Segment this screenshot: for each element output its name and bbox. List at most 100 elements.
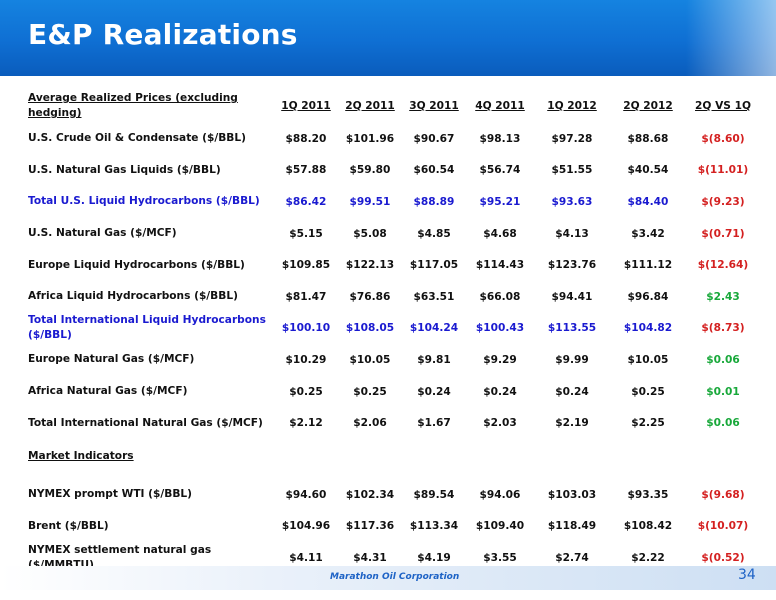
row-value: $3.55 (483, 551, 517, 564)
header-period: 2Q 2012 (623, 100, 673, 112)
row-value: $108.42 (623, 520, 673, 533)
table-row: U.S. Natural Gas ($/MCF) $5.15 $5.08 $4.85 $… (26, 218, 760, 250)
empty-cell (274, 439, 338, 479)
empty-cell (466, 439, 534, 479)
row-value: $40.54 (627, 164, 669, 177)
row-value: $76.86 (349, 290, 391, 303)
row-label: Europe Liquid Hydrocarbons ($/BBL) (28, 258, 245, 271)
row-value: $98.13 (479, 132, 521, 145)
row-value: $111.12 (623, 259, 673, 272)
empty-cell (402, 439, 466, 479)
table-row: Brent ($/BBL) $104.96 $117.36 $113.34 $109.4… (26, 511, 760, 543)
footer-bar (0, 566, 776, 590)
row-value: $94.41 (551, 290, 593, 303)
row-value: $94.60 (285, 488, 327, 501)
row-value: $57.88 (285, 164, 327, 177)
row-label: Total U.S. Liquid Hydrocarbons ($/BBL) (28, 195, 260, 208)
row-value: $0.24 (483, 385, 517, 398)
row-value: $113.34 (409, 520, 459, 533)
title-bar: E&P Realizations (0, 0, 776, 76)
row-value: $88.68 (627, 132, 669, 145)
header-period: 4Q 2011 (475, 100, 525, 112)
header-period: 3Q 2011 (409, 100, 459, 112)
row-value: $2.03 (483, 417, 517, 430)
row-value: $2.06 (353, 417, 387, 430)
row-value: $96.84 (627, 290, 669, 303)
table-header-row: Average Realized Prices (excluding hedgi… (26, 83, 760, 123)
row-value: $56.74 (479, 164, 521, 177)
row-value: $0.25 (353, 385, 387, 398)
table-row: NYMEX settlement natural gas ($/MMBTU) $4… (26, 542, 760, 574)
row-value: $4.11 (289, 551, 323, 564)
empty-cell (610, 439, 686, 479)
row-value: $104.24 (409, 322, 459, 335)
row-value: $9.81 (417, 353, 451, 366)
row-label: U.S. Natural Gas ($/MCF) (28, 227, 177, 240)
row-value: $122.13 (345, 259, 395, 272)
market-indicators-heading: Market Indicators (28, 449, 134, 462)
row-value: $97.28 (551, 132, 593, 145)
page-number: 34 (738, 567, 756, 583)
row-value: $0.25 (631, 385, 665, 398)
row-change: $0.06 (706, 417, 740, 430)
row-label: Europe Natural Gas ($/MCF) (28, 353, 195, 366)
row-value: $2.12 (289, 417, 323, 430)
row-value: $9.99 (555, 353, 589, 366)
row-value: $109.85 (281, 259, 331, 272)
row-label: U.S. Crude Oil & Condensate ($/BBL) (28, 132, 246, 145)
row-value: $89.54 (413, 488, 455, 501)
row-value: $2.19 (555, 417, 589, 430)
row-change: $(9.23) (701, 195, 745, 208)
table-row: Total International Natural Gas ($/MCF) $… (26, 407, 760, 439)
table-row: NYMEX prompt WTI ($/BBL) $94.60 $102.34 $89… (26, 479, 760, 511)
row-change: $0.06 (706, 353, 740, 366)
row-value: $5.15 (289, 227, 323, 240)
row-value: $100.43 (475, 322, 525, 335)
row-value: $5.08 (353, 227, 387, 240)
row-value: $0.25 (289, 385, 323, 398)
table-row: Africa Liquid Hydrocarbons ($/BBL) $81.47… (26, 281, 760, 313)
row-value: $0.24 (555, 385, 589, 398)
header-period: 2Q 2011 (345, 100, 395, 112)
table-row: Africa Natural Gas ($/MCF) $0.25 $0.25 $0.2… (26, 376, 760, 408)
row-value: $9.29 (483, 353, 517, 366)
row-value: $4.19 (417, 551, 451, 564)
row-value: $2.74 (555, 551, 589, 564)
row-label: U.S. Natural Gas Liquids ($/BBL) (28, 163, 221, 176)
row-value: $4.13 (555, 227, 589, 240)
row-change: $(0.71) (701, 227, 745, 240)
row-value: $114.43 (475, 259, 525, 272)
row-value: $101.96 (345, 132, 395, 145)
row-change: $(11.01) (697, 164, 749, 177)
row-value: $93.63 (551, 195, 593, 208)
row-value: $109.40 (475, 520, 525, 533)
row-value: $51.55 (551, 164, 593, 177)
row-change: $0.01 (706, 385, 740, 398)
row-value: $2.25 (631, 417, 665, 430)
row-value: $1.67 (417, 417, 451, 430)
row-value: $4.85 (417, 227, 451, 240)
row-change: $(8.60) (701, 132, 745, 145)
header-period: 1Q 2011 (281, 100, 331, 112)
row-label: Total International Natural Gas ($/MCF) (28, 416, 263, 429)
table-row: Europe Liquid Hydrocarbons ($/BBL) $109.8… (26, 249, 760, 281)
table-row: Total U.S. Liquid Hydrocarbons ($/BBL) $8… (26, 186, 760, 218)
table-row: Europe Natural Gas ($/MCF) $10.29 $10.05 $9… (26, 344, 760, 376)
row-value: $108.05 (345, 322, 395, 335)
row-value: $104.96 (281, 520, 331, 533)
row-change: $(10.07) (697, 520, 749, 533)
row-value: $90.67 (413, 132, 455, 145)
row-value: $123.76 (547, 259, 597, 272)
row-value: $118.49 (547, 520, 597, 533)
row-value: $63.51 (413, 290, 455, 303)
row-value: $59.80 (349, 164, 391, 177)
row-value: $10.05 (349, 353, 391, 366)
row-change: $2.43 (706, 290, 740, 303)
row-value: $117.36 (345, 520, 395, 533)
section-header-row: Market Indicators (26, 439, 760, 479)
table-row: U.S. Crude Oil & Condensate ($/BBL) $88.2… (26, 123, 760, 155)
row-value: $2.22 (631, 551, 665, 564)
row-label: Africa Liquid Hydrocarbons ($/BBL) (28, 290, 238, 303)
row-value: $104.82 (623, 322, 673, 335)
row-value: $81.47 (285, 290, 327, 303)
